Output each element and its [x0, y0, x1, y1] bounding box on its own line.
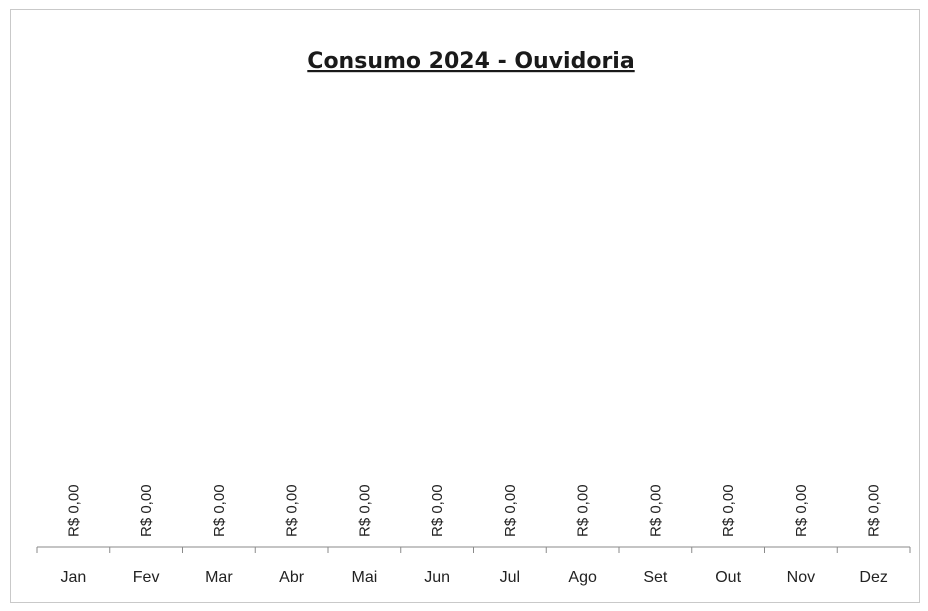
x-tick-label-mar: Mar: [205, 569, 233, 586]
data-label-jan: R$ 0,00: [65, 484, 82, 537]
data-label-jul: R$ 0,00: [502, 484, 519, 537]
x-tick-label-fev: Fev: [133, 569, 160, 586]
data-label-mar: R$ 0,00: [211, 484, 228, 537]
x-tick-labels: Jan Fev Mar Abr Mai Jun Jul Ago Set Out Nov Dez: [60, 569, 887, 586]
data-label-abr: R$ 0,00: [284, 484, 301, 537]
x-tick-label-jan: Jan: [60, 569, 86, 586]
chart-title: Consumo 2024 - Ouvidoria: [307, 49, 634, 74]
data-label-ago: R$ 0,00: [575, 484, 592, 537]
x-axis-ticks: [36, 547, 911, 553]
x-tick-label-dez: Dez: [859, 569, 887, 586]
x-tick-label-jun: Jun: [424, 569, 450, 586]
data-label-nov: R$ 0,00: [793, 484, 810, 537]
data-label-jun: R$ 0,00: [429, 484, 446, 537]
x-tick-label-abr: Abr: [279, 569, 305, 586]
data-label-out: R$ 0,00: [720, 484, 737, 537]
x-tick-label-jul: Jul: [500, 569, 520, 586]
data-label-dez: R$ 0,00: [866, 484, 883, 537]
x-tick-label-ago: Ago: [568, 569, 597, 586]
data-label-fev: R$ 0,00: [138, 484, 155, 537]
bar-chart: Consumo 2024 - Ouvidoria R$ 0,00 R$ 0,00 R…: [36, 49, 911, 586]
x-tick-label-nov: Nov: [787, 569, 815, 586]
data-labels: R$ 0,00 R$ 0,00 R$ 0,00 R$ 0,00 R$ 0,00 R$ 0,…: [65, 484, 882, 537]
x-tick-label-out: Out: [715, 569, 741, 586]
x-tick-label-mai: Mai: [351, 569, 377, 586]
data-label-mai: R$ 0,00: [356, 484, 373, 537]
x-tick-label-set: Set: [643, 569, 668, 586]
chart-area: Consumo 2024 - Ouvidoria R$ 0,00 R$ 0,00 R…: [10, 9, 920, 603]
data-label-set: R$ 0,00: [647, 484, 664, 537]
